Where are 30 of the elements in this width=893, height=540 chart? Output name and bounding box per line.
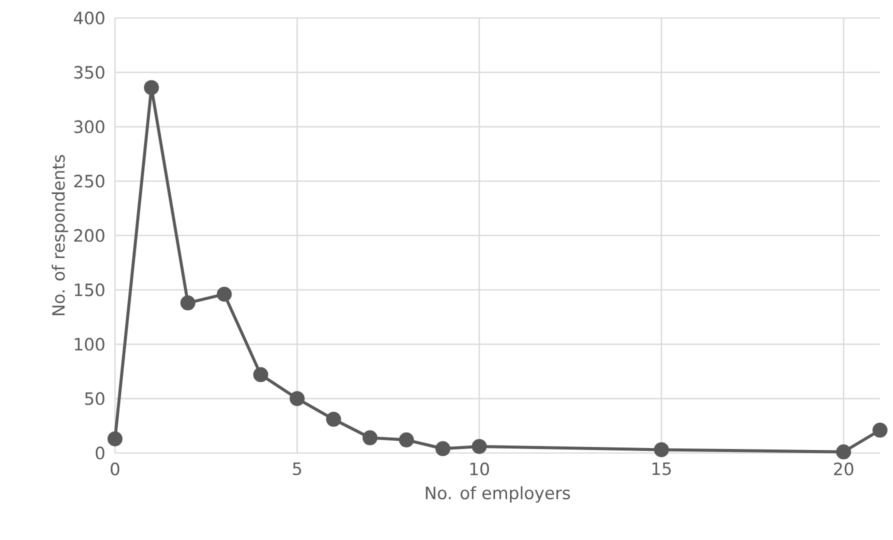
y-tick-label: 0 <box>96 446 104 460</box>
point <box>326 412 342 427</box>
point <box>253 367 268 382</box>
y-tick-label: 250 <box>74 174 104 188</box>
x-tick-label: 10 <box>470 462 489 476</box>
y-tick-label: 400 <box>74 12 104 24</box>
point <box>290 391 305 406</box>
point <box>180 295 196 310</box>
point <box>872 422 888 438</box>
y-tick-label: 300 <box>74 120 104 134</box>
y-tick-label: 150 <box>74 283 104 296</box>
x-tick-label: 15 <box>652 462 671 476</box>
point <box>398 432 414 448</box>
y-tick-label: 100 <box>74 338 104 351</box>
y-axis-title: No. of respondents <box>52 154 68 316</box>
point <box>362 430 378 446</box>
point <box>472 438 487 454</box>
x-tick-label: 20 <box>834 462 854 476</box>
point <box>108 431 123 446</box>
x-axis-title: No. of employers <box>426 486 570 503</box>
point <box>654 442 669 458</box>
y-tick-label: 50 <box>85 392 104 406</box>
y-tick-label: 350 <box>74 66 104 79</box>
y-tick-label: 200 <box>74 229 104 242</box>
point <box>144 80 159 96</box>
x-tick-label: 5 <box>293 462 302 476</box>
point <box>836 444 852 460</box>
point <box>216 286 232 302</box>
point <box>435 441 450 456</box>
x-tick-label: 0 <box>110 462 120 476</box>
